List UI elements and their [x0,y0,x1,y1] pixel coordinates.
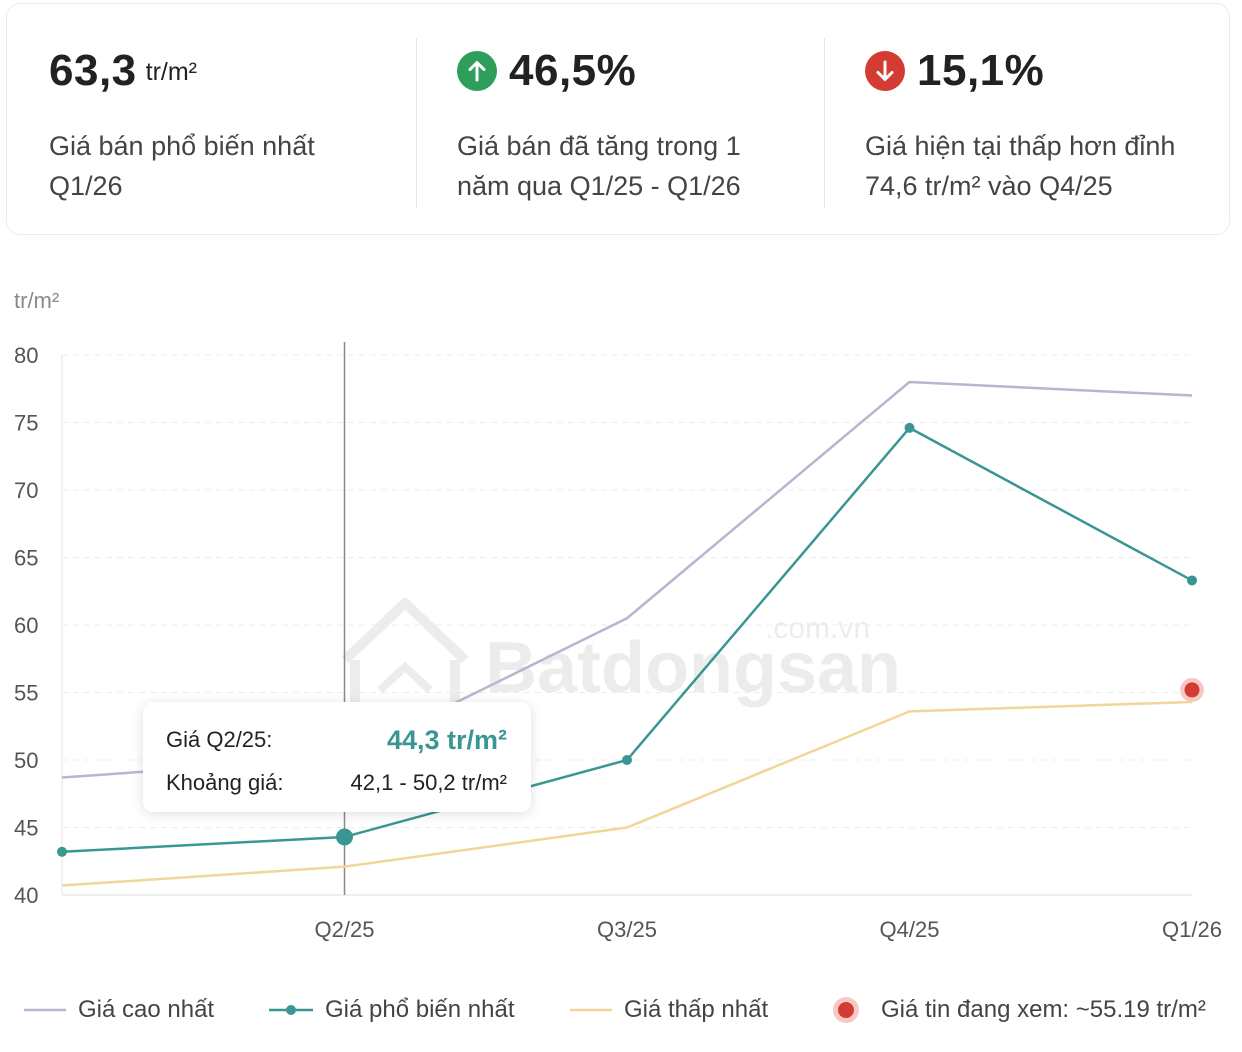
x-tick-label: Q3/25 [597,917,657,942]
chart-legend: Giá cao nhất Giá phổ biến nhất Giá thấp … [0,992,1242,1028]
legend-item-popular[interactable]: Giá phổ biến nhất [269,992,514,1028]
watermark-text: Batdongsan [485,628,901,708]
legend-line-dot-icon [269,1005,313,1015]
up-arrow-icon [457,51,497,91]
stat-unit: tr/m² [145,57,198,86]
y-tick-label: 80 [14,343,38,368]
y-tick-label: 60 [14,613,38,638]
y-axis-label: tr/m² [14,288,60,313]
data-point [336,828,353,846]
legend-item-highest[interactable]: Giá cao nhất [24,992,214,1028]
stat-value: 15,1% [917,46,1045,95]
y-tick-label: 70 [14,478,38,503]
watermark: Batdongsan .com.vn [341,598,901,720]
x-tick-label: Q4/25 [880,917,940,942]
divider [824,38,825,208]
y-tick-label: 75 [14,411,38,436]
hover-tooltip: Giá Q2/25: 44,3 tr/m² Khoảng giá: 42,1 -… [143,702,531,812]
legend-label: Giá phổ biến nhất [325,996,515,1023]
legend-label: Giá tin đang xem: ~55.19 tr/m² [881,996,1206,1023]
y-tick-label: 55 [14,681,38,706]
tooltip-value: 44,3 tr/m² [386,724,507,755]
y-tick-label: 50 [14,748,38,773]
tooltip-range-label: Khoảng giá: [166,770,284,795]
legend-label: Giá cao nhất [78,996,215,1023]
legend-label: Giá thấp nhất [624,996,769,1023]
current-listing-point [1184,682,1200,698]
divider [416,38,417,208]
tooltip-range: 42,1 - 50,2 tr/m² [350,770,507,795]
stats-card: 63,3 tr/m² Giá bán phổ biến nhất Q1/26 46… [6,3,1230,235]
x-tick-label: Q1/26 [1162,917,1222,942]
y-tick-label: 45 [14,816,38,841]
x-tick-label: Q2/25 [315,917,375,942]
stat-value: 63,3 [49,46,137,95]
legend-line-icon [570,1008,612,1012]
down-arrow-icon [865,51,905,91]
watermark-domain: .com.vn [765,612,870,645]
stat-description: Giá bán đã tăng trong 1 năm qua Q1/25 - Q… [457,131,741,201]
legend-item-current-listing[interactable]: Giá tin đang xem: ~55.19 tr/m² [831,992,1206,1028]
red-dot-icon [833,997,859,1023]
legend-line-icon [24,1008,66,1012]
data-point [622,755,632,765]
data-point [1187,575,1197,586]
data-point [57,846,67,857]
data-point [904,422,915,433]
y-tick-label: 65 [14,546,38,571]
series-line [61,700,1193,887]
stat-description: Giá hiện tại thấp hơn đỉnh 74,6 tr/m² vào… [865,131,1176,201]
stat-value: 46,5% [509,46,637,95]
tooltip-label: Giá Q2/25: [166,727,273,752]
stat-description: Giá bán phổ biến nhất Q1/26 [49,131,315,201]
legend-item-lowest[interactable]: Giá thấp nhất [570,992,768,1028]
y-tick-label: 40 [14,883,38,908]
